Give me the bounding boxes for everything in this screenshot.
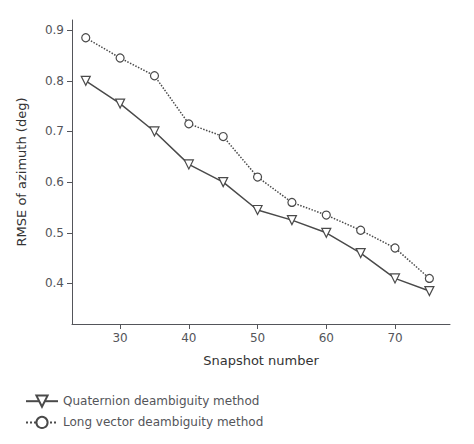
- svg-text:Quaternion deambiguity method: Quaternion deambiguity method: [63, 394, 259, 408]
- svg-text:70: 70: [387, 331, 402, 345]
- svg-text:0.8: 0.8: [45, 74, 64, 88]
- svg-text:RMSE of azimuth (deg): RMSE of azimuth (deg): [14, 98, 29, 247]
- svg-text:0.4: 0.4: [45, 276, 64, 290]
- svg-text:0.9: 0.9: [45, 23, 64, 37]
- svg-text:0.6: 0.6: [45, 175, 64, 189]
- svg-text:0.7: 0.7: [45, 124, 64, 138]
- svg-text:30: 30: [112, 331, 127, 345]
- svg-text:40: 40: [181, 331, 196, 345]
- svg-text:Long vector deambiguity method: Long vector deambiguity method: [63, 415, 263, 429]
- svg-text:50: 50: [250, 331, 265, 345]
- svg-text:60: 60: [319, 331, 334, 345]
- svg-text:Snapshot number: Snapshot number: [203, 353, 319, 368]
- svg-text:0.5: 0.5: [45, 226, 64, 240]
